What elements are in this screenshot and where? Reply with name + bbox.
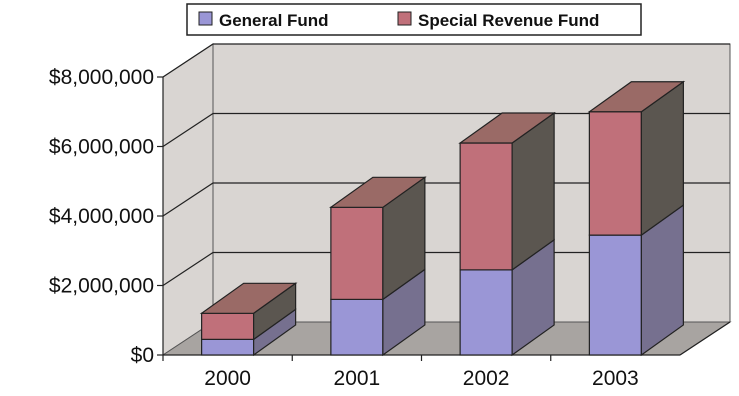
gridline xyxy=(162,251,730,287)
bar-special-revenue-fund-2001-front xyxy=(330,206,384,301)
x-tick-labels: 2000 2001 2002 2003 xyxy=(204,367,638,390)
y-tick-label: $6,000,000 xyxy=(49,136,154,159)
legend-swatch-general-fund xyxy=(198,11,213,26)
bar-general-fund-2002-front xyxy=(459,269,513,356)
bar-special-revenue-fund-2002-front xyxy=(459,142,513,271)
bar-special-revenue-fund-2002-top xyxy=(458,112,556,144)
bar-general-fund-2003 xyxy=(588,203,684,357)
y-tick-labels: $0 $2,000,000 $4,000,000 $6,000,000 $8,000,0… xyxy=(49,66,154,367)
y-tick-label: $2,000,000 xyxy=(49,275,154,298)
y-tick-label: $0 xyxy=(131,344,154,367)
bar-special-revenue-fund-2000 xyxy=(199,282,298,341)
bar-general-fund-2003-front xyxy=(588,234,642,356)
y-tick-label: $8,000,000 xyxy=(49,66,154,89)
legend: General Fund Special Revenue Fund xyxy=(186,3,642,36)
x-tick-label: 2000 xyxy=(204,367,251,390)
bar-special-revenue-fund-2003-front xyxy=(588,111,642,236)
gridlines xyxy=(162,43,730,287)
bar-special-revenue-fund-2000-front xyxy=(201,312,255,340)
legend-label-special-revenue-fund: Special Revenue Fund xyxy=(418,11,599,30)
x-tick-label: 2001 xyxy=(334,367,381,390)
y-tick-label: $4,000,000 xyxy=(49,205,154,228)
bar-general-fund-2000 xyxy=(201,308,297,357)
x-tick-label: 2002 xyxy=(463,367,510,390)
x-tick-label: 2003 xyxy=(592,367,639,390)
gridline xyxy=(162,182,730,217)
bar-special-revenue-fund-2001-top xyxy=(329,176,427,208)
bar-general-fund-2001-front xyxy=(330,298,384,356)
legend-box xyxy=(186,3,642,36)
bar-general-fund-2001 xyxy=(330,268,426,357)
bar-special-revenue-fund-2002 xyxy=(458,111,556,272)
legend-label-general-fund: General Fund xyxy=(219,11,329,30)
bar-special-revenue-fund-2001 xyxy=(329,176,427,301)
bar-special-revenue-fund-2003 xyxy=(587,80,686,237)
gridline xyxy=(162,112,730,148)
floor-edge xyxy=(679,321,731,356)
gridline xyxy=(162,43,730,78)
bar-special-revenue-fund-2003-top xyxy=(587,81,686,113)
bars xyxy=(199,80,686,357)
bar-special-revenue-fund-2000-top xyxy=(199,282,298,314)
legend-swatch-special-revenue-fund xyxy=(397,11,412,26)
bar-general-fund-2002 xyxy=(459,238,555,357)
bar-general-fund-2000-front xyxy=(201,338,255,356)
